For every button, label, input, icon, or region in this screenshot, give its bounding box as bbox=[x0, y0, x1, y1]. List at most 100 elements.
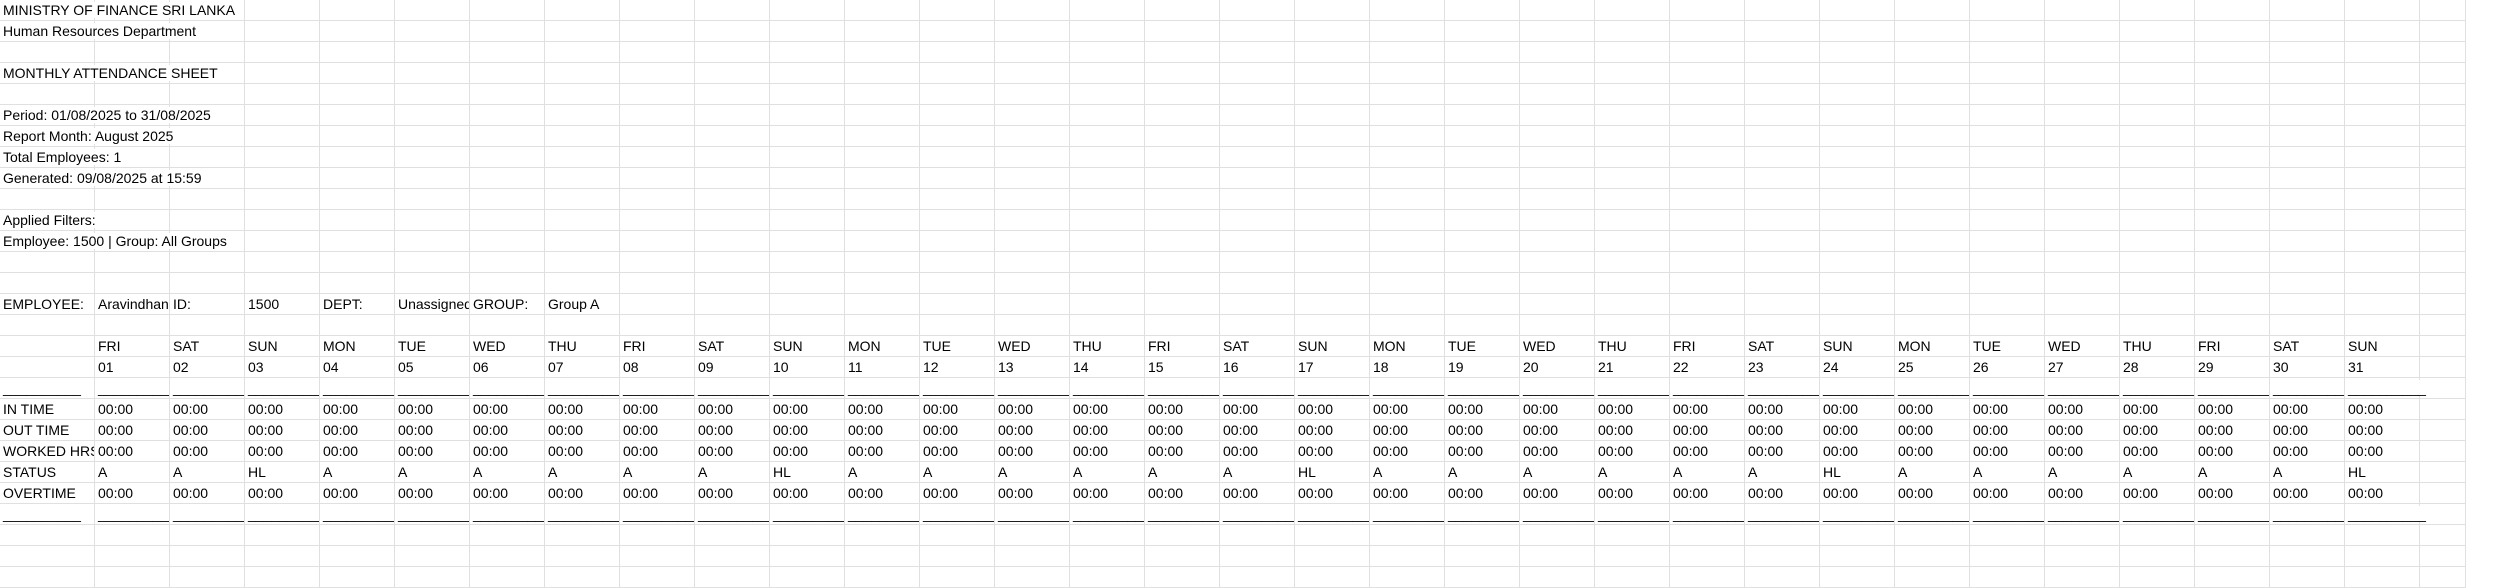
sheet-cell[interactable] bbox=[395, 126, 470, 147]
sheet-cell[interactable] bbox=[2345, 63, 2420, 84]
sheet-cell[interactable]: 29 bbox=[2195, 357, 2270, 378]
sheet-cell[interactable] bbox=[2420, 42, 2466, 63]
sheet-cell[interactable]: SAT bbox=[1220, 336, 1295, 357]
sheet-cell[interactable] bbox=[620, 84, 695, 105]
sheet-cell[interactable] bbox=[2045, 546, 2120, 567]
sheet-cell[interactable]: WED bbox=[470, 336, 545, 357]
sheet-cell[interactable] bbox=[1220, 63, 1295, 84]
sheet-cell[interactable] bbox=[1070, 21, 1145, 42]
sheet-cell[interactable]: 00:00 bbox=[95, 420, 170, 441]
sheet-cell[interactable] bbox=[620, 147, 695, 168]
sheet-cell[interactable] bbox=[2120, 84, 2195, 105]
sheet-cell[interactable]: IN TIME bbox=[0, 399, 95, 420]
sheet-cell[interactable] bbox=[1220, 525, 1295, 546]
sheet-cell[interactable] bbox=[1745, 168, 1820, 189]
sheet-cell[interactable] bbox=[920, 189, 995, 210]
sheet-cell[interactable] bbox=[695, 189, 770, 210]
sheet-cell[interactable] bbox=[620, 546, 695, 567]
sheet-cell[interactable] bbox=[1145, 546, 1220, 567]
sheet-cell[interactable] bbox=[2120, 126, 2195, 147]
sheet-cell[interactable]: 00:00 bbox=[95, 399, 170, 420]
sheet-cell[interactable] bbox=[1820, 168, 1895, 189]
sheet-cell[interactable] bbox=[395, 567, 470, 588]
sheet-cell[interactable] bbox=[2045, 0, 2120, 21]
sheet-cell[interactable]: 00:00 bbox=[395, 441, 470, 462]
sheet-cell[interactable] bbox=[1370, 273, 1445, 294]
sheet-cell[interactable]: 00:00 bbox=[1670, 441, 1745, 462]
sheet-cell[interactable] bbox=[770, 315, 845, 336]
sheet-cell[interactable] bbox=[2270, 0, 2345, 21]
sheet-cell[interactable]: STATUS bbox=[0, 462, 95, 483]
sheet-cell[interactable] bbox=[2270, 567, 2345, 588]
sheet-cell[interactable]: Employee: 1500 | Group: All Groups bbox=[0, 231, 229, 252]
sheet-cell[interactable] bbox=[170, 231, 245, 252]
sheet-cell[interactable] bbox=[1220, 168, 1295, 189]
sheet-cell[interactable]: 00:00 bbox=[1820, 483, 1895, 504]
sheet-cell[interactable] bbox=[1670, 231, 1745, 252]
sheet-cell[interactable]: A bbox=[1895, 462, 1970, 483]
sheet-cell[interactable]: __________ bbox=[0, 378, 95, 399]
sheet-cell[interactable]: 00:00 bbox=[470, 483, 545, 504]
sheet-cell[interactable] bbox=[1070, 210, 1145, 231]
sheet-cell[interactable]: __________ bbox=[1520, 378, 1595, 399]
sheet-cell[interactable] bbox=[2195, 84, 2270, 105]
sheet-cell[interactable] bbox=[2120, 525, 2195, 546]
sheet-cell[interactable]: A bbox=[170, 462, 245, 483]
sheet-cell[interactable]: 00:00 bbox=[695, 441, 770, 462]
sheet-cell[interactable] bbox=[995, 189, 1070, 210]
sheet-cell[interactable] bbox=[1670, 294, 1745, 315]
sheet-cell[interactable] bbox=[1220, 147, 1295, 168]
sheet-cell[interactable] bbox=[2270, 21, 2345, 42]
sheet-cell[interactable] bbox=[170, 0, 245, 21]
sheet-cell[interactable] bbox=[1220, 0, 1295, 21]
sheet-cell[interactable] bbox=[995, 42, 1070, 63]
sheet-cell[interactable]: 02 bbox=[170, 357, 245, 378]
sheet-cell[interactable]: 00:00 bbox=[1670, 483, 1745, 504]
sheet-cell[interactable]: __________ bbox=[170, 378, 245, 399]
sheet-cell[interactable]: 00:00 bbox=[470, 399, 545, 420]
sheet-cell[interactable] bbox=[920, 273, 995, 294]
sheet-cell[interactable] bbox=[1745, 126, 1820, 147]
sheet-cell[interactable]: 00:00 bbox=[1520, 483, 1595, 504]
sheet-cell[interactable] bbox=[1220, 105, 1295, 126]
sheet-cell[interactable] bbox=[695, 231, 770, 252]
sheet-cell[interactable] bbox=[770, 63, 845, 84]
sheet-cell[interactable] bbox=[1820, 546, 1895, 567]
sheet-cell[interactable] bbox=[2045, 168, 2120, 189]
sheet-cell[interactable] bbox=[845, 84, 920, 105]
sheet-cell[interactable]: 00:00 bbox=[2270, 483, 2345, 504]
sheet-cell[interactable]: __________ bbox=[2195, 378, 2270, 399]
sheet-cell[interactable]: 31 bbox=[2345, 357, 2420, 378]
sheet-cell[interactable] bbox=[2120, 567, 2195, 588]
sheet-cell[interactable]: FRI bbox=[2195, 336, 2270, 357]
sheet-cell[interactable]: HL bbox=[770, 462, 845, 483]
sheet-cell[interactable] bbox=[470, 189, 545, 210]
sheet-cell[interactable]: __________ bbox=[620, 504, 695, 525]
sheet-cell[interactable]: 1500 bbox=[245, 294, 320, 315]
sheet-cell[interactable]: 00:00 bbox=[395, 420, 470, 441]
sheet-cell[interactable] bbox=[1520, 147, 1595, 168]
sheet-cell[interactable]: __________ bbox=[1670, 504, 1745, 525]
sheet-cell[interactable] bbox=[1520, 126, 1595, 147]
sheet-cell[interactable] bbox=[1670, 0, 1745, 21]
sheet-cell[interactable] bbox=[1970, 147, 2045, 168]
sheet-cell[interactable] bbox=[2420, 357, 2466, 378]
sheet-cell[interactable]: 00:00 bbox=[320, 441, 395, 462]
sheet-cell[interactable]: SUN bbox=[1820, 336, 1895, 357]
sheet-cell[interactable]: 00:00 bbox=[1220, 483, 1295, 504]
sheet-cell[interactable]: 00:00 bbox=[170, 420, 245, 441]
sheet-cell[interactable] bbox=[2345, 84, 2420, 105]
sheet-cell[interactable]: 21 bbox=[1595, 357, 1670, 378]
sheet-cell[interactable] bbox=[1295, 273, 1370, 294]
sheet-cell[interactable] bbox=[1145, 189, 1220, 210]
sheet-cell[interactable]: A bbox=[1220, 462, 1295, 483]
sheet-cell[interactable]: 00:00 bbox=[2120, 441, 2195, 462]
sheet-cell[interactable] bbox=[320, 546, 395, 567]
sheet-cell[interactable] bbox=[770, 126, 845, 147]
sheet-cell[interactable]: __________ bbox=[620, 378, 695, 399]
sheet-cell[interactable]: __________ bbox=[95, 504, 170, 525]
sheet-cell[interactable] bbox=[1895, 0, 1970, 21]
sheet-cell[interactable] bbox=[545, 105, 620, 126]
sheet-cell[interactable] bbox=[395, 231, 470, 252]
sheet-cell[interactable] bbox=[845, 294, 920, 315]
